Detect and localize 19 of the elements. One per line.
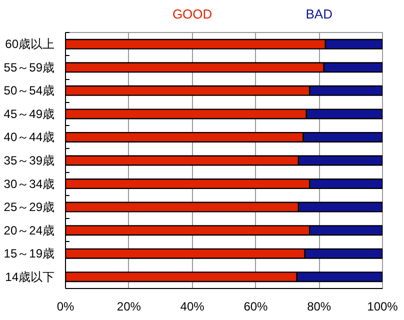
y-tick-label: 30～34歳 [4, 176, 55, 191]
y-tick-label: 20～24歳 [4, 223, 55, 238]
y-tick-label: 14歳以下 [5, 270, 55, 284]
series-label: GOOD [172, 6, 212, 22]
x-tick-label: 60% [244, 300, 268, 314]
y-tick-label: 55～59歳 [4, 60, 55, 74]
y-tick-label: 40～44歳 [4, 130, 55, 144]
x-tick-label: 100% [367, 300, 398, 314]
y-tick-label: 60歳以上 [5, 37, 55, 52]
y-tick-label: 50～54歳 [4, 84, 55, 98]
y-tick-label: 45～49歳 [4, 106, 55, 121]
x-tick-label: 0% [56, 300, 74, 314]
x-tick-label: 80% [307, 300, 332, 314]
y-tick-label: 35～39歳 [4, 154, 55, 168]
series-label: BAD [306, 6, 332, 22]
y-tick-label: 15～19歳 [4, 246, 55, 261]
x-tick-label: 20% [116, 300, 142, 314]
x-tick-label: 40% [180, 300, 205, 314]
y-tick-label: 25～29歳 [4, 200, 55, 214]
